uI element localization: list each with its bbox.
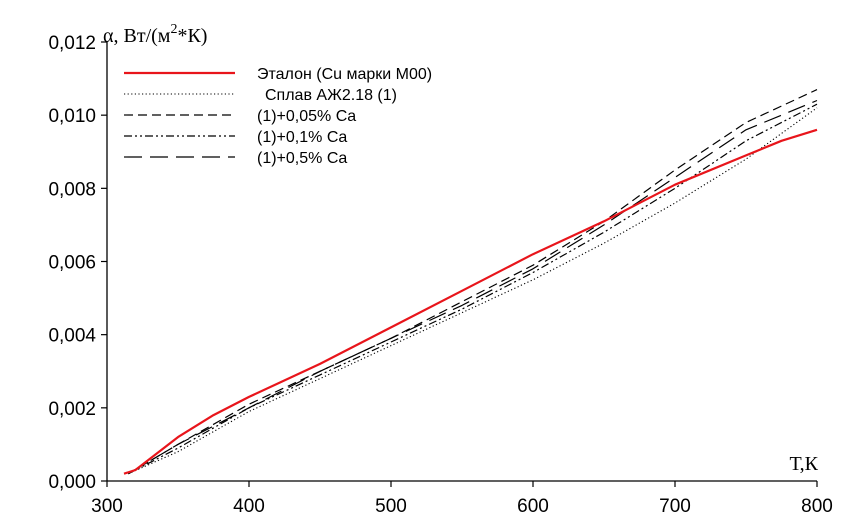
legend-label: Сплав АЖ2.18 (1): [265, 87, 397, 104]
x-tick-label: 800: [801, 496, 833, 517]
y-tick-label: 0,004: [48, 326, 96, 347]
legend-label: (1)+0,05% Ca: [257, 108, 356, 125]
y-tick-label: 0,008: [48, 179, 96, 200]
x-tick-label: 700: [659, 496, 691, 517]
series-line: [128, 107, 818, 475]
x-tick-label: 500: [375, 496, 407, 517]
y-tick-label: 0,002: [48, 399, 96, 420]
x-axis-title: Т,К: [789, 453, 818, 475]
series-line: [127, 89, 818, 475]
x-axis: 300 400 500 600 700 800: [91, 480, 833, 517]
series-line: [128, 103, 818, 475]
x-tick-label: 400: [233, 496, 265, 517]
y-tick-label: 0,010: [48, 106, 96, 127]
series-group: [123, 89, 818, 475]
legend: Эталон (Cu марки М00) Сплав АЖ2.18 (1) (1)…: [124, 66, 432, 167]
y-axis: 0,000 0,002 0,004 0,006 0,008 0,010 0,012: [48, 33, 108, 493]
legend-label: Эталон (Cu марки М00): [257, 66, 432, 83]
x-tick-label: 300: [91, 496, 123, 517]
y-tick-label: 0,012: [48, 33, 96, 54]
x-tick-label: 600: [517, 496, 549, 517]
y-tick-label: 0,000: [48, 472, 96, 493]
legend-label: (1)+0,5% Ca: [257, 150, 347, 167]
series-line: [123, 128, 818, 475]
y-tick-label: 0,006: [48, 253, 96, 274]
legend-label: (1)+0,1% Ca: [257, 129, 347, 146]
series-line: [127, 99, 818, 475]
y-axis-title: α, Вт/(м2*К): [103, 22, 207, 47]
